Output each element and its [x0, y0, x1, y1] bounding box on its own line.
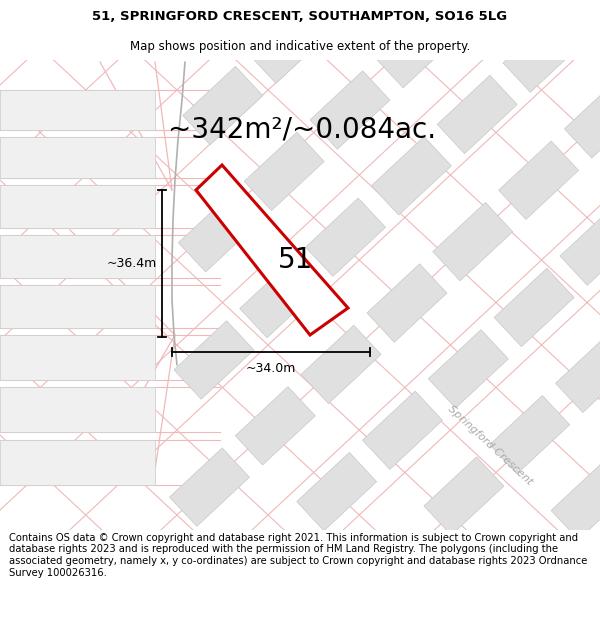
Bar — [0, 137, 155, 178]
Polygon shape — [248, 5, 329, 83]
Polygon shape — [178, 194, 259, 272]
Polygon shape — [551, 461, 600, 539]
Polygon shape — [196, 165, 348, 335]
Polygon shape — [499, 141, 578, 219]
Polygon shape — [174, 321, 254, 399]
Polygon shape — [301, 325, 381, 404]
Polygon shape — [367, 264, 447, 342]
Polygon shape — [433, 202, 513, 281]
Polygon shape — [565, 80, 600, 158]
Bar — [0, 387, 155, 432]
Bar — [0, 90, 155, 130]
Polygon shape — [376, 9, 456, 88]
Polygon shape — [362, 391, 442, 469]
Text: ~34.0m: ~34.0m — [246, 362, 296, 375]
Polygon shape — [170, 448, 250, 526]
Bar — [0, 285, 155, 328]
Polygon shape — [556, 334, 600, 412]
Polygon shape — [503, 14, 583, 92]
Polygon shape — [244, 132, 324, 211]
Polygon shape — [560, 207, 600, 285]
Polygon shape — [297, 452, 377, 531]
Polygon shape — [371, 137, 451, 215]
Polygon shape — [240, 259, 320, 338]
Text: Map shows position and indicative extent of the property.: Map shows position and indicative extent… — [130, 40, 470, 53]
Polygon shape — [310, 71, 390, 149]
Polygon shape — [494, 268, 574, 347]
Text: Springford Crescent: Springford Crescent — [446, 403, 534, 487]
Polygon shape — [183, 66, 263, 145]
Bar — [0, 440, 155, 485]
Text: ~342m²/~0.084ac.: ~342m²/~0.084ac. — [168, 116, 436, 144]
Text: 51, SPRINGFORD CRESCENT, SOUTHAMPTON, SO16 5LG: 51, SPRINGFORD CRESCENT, SOUTHAMPTON, SO… — [92, 10, 508, 23]
Polygon shape — [437, 75, 517, 154]
Text: ~36.4m: ~36.4m — [107, 257, 157, 270]
Bar — [0, 335, 155, 380]
Polygon shape — [235, 387, 315, 465]
Polygon shape — [428, 329, 508, 408]
Bar — [0, 235, 155, 278]
Text: Contains OS data © Crown copyright and database right 2021. This information is : Contains OS data © Crown copyright and d… — [9, 533, 587, 578]
Text: 51: 51 — [277, 246, 313, 274]
Polygon shape — [305, 198, 386, 276]
Bar — [0, 185, 155, 228]
Polygon shape — [490, 396, 569, 474]
Polygon shape — [424, 457, 504, 535]
